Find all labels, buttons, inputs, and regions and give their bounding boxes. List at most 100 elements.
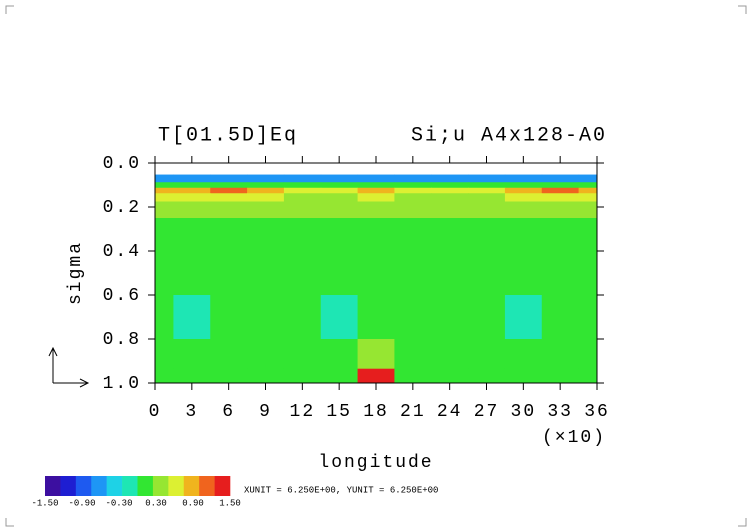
field-cell	[504, 218, 543, 252]
ref-arrow-right	[53, 378, 90, 388]
field-cell	[155, 251, 174, 296]
colorbar-box	[75, 476, 92, 496]
field-cell	[504, 182, 543, 189]
ref-arrow-up	[48, 346, 58, 383]
field-cell	[247, 174, 285, 183]
colorbar-box	[199, 476, 215, 496]
field-cell	[210, 201, 248, 219]
field-cell	[247, 182, 285, 189]
field-cell	[247, 201, 285, 219]
y-tick-label: 0.0	[103, 154, 141, 174]
x-tick-label: 0	[149, 402, 162, 422]
field-cell	[283, 201, 322, 219]
field-cell	[283, 174, 322, 183]
field-cell	[504, 201, 543, 219]
field-cell	[394, 182, 432, 189]
colorbar-tick-label: -1.50	[31, 498, 58, 508]
field-cell	[173, 193, 211, 202]
field-cell	[541, 295, 580, 340]
field-cell	[155, 193, 174, 202]
field-cell	[394, 193, 432, 202]
title-left: T[01.5D]Eq	[158, 124, 298, 147]
axes: 0 3 6 9 12 15 18 21 24 27 30 33 360.00.20.40.60.81.0	[103, 154, 608, 422]
field-cell	[283, 182, 322, 189]
field-cell	[504, 193, 543, 202]
field-cell	[155, 295, 174, 340]
field-cell	[357, 182, 395, 189]
x-tick-label: 6	[222, 402, 235, 422]
field	[155, 174, 598, 384]
field-cell	[173, 187, 211, 194]
field-cell	[320, 187, 359, 194]
field-cell	[320, 174, 359, 183]
field-cell	[394, 174, 432, 183]
field-cell	[504, 251, 543, 296]
colorbar-tick-label: 1.50	[219, 498, 241, 508]
field-cell	[431, 339, 469, 370]
field-cell	[247, 193, 285, 202]
field-cell	[173, 295, 211, 340]
field-cell	[431, 201, 469, 219]
field-cell	[283, 368, 322, 384]
field-cell	[283, 295, 322, 340]
field-cell	[468, 218, 506, 252]
colorbar-box	[152, 476, 169, 496]
field-cell	[541, 218, 580, 252]
field-cell	[357, 201, 395, 219]
corner	[738, 518, 747, 527]
y-tick-label: 1.0	[103, 374, 141, 394]
field-cell	[504, 295, 543, 340]
colorbar-tick-label: -0.90	[68, 498, 95, 508]
field-cell	[173, 174, 211, 183]
field-cell	[468, 182, 506, 189]
x-axis-label: longitude	[318, 453, 433, 473]
field-cell	[283, 193, 322, 202]
colorbar-box	[168, 476, 185, 496]
field-cell	[210, 218, 248, 252]
field-cell	[431, 368, 469, 384]
title-right: Si;u A4x128-A0	[411, 124, 607, 147]
colorbar-tick-label: -0.30	[105, 498, 132, 508]
field-cell	[357, 251, 395, 296]
field-cell	[578, 218, 598, 252]
field-cell	[394, 251, 432, 296]
x-tick-label: 9	[259, 402, 272, 422]
corner	[5, 5, 14, 14]
y-tick-label: 0.2	[103, 198, 141, 218]
field-cell	[357, 218, 395, 252]
field-cell	[578, 174, 598, 183]
colorbar-tick-label: 0.90	[182, 498, 204, 508]
field-cell	[578, 251, 598, 296]
field-cell	[394, 295, 432, 340]
y-tick-label: 0.6	[103, 286, 141, 306]
x-tick-label: 24	[437, 402, 463, 422]
field-cell	[357, 193, 395, 202]
field-cell	[320, 339, 359, 370]
corner	[5, 518, 14, 527]
field-cell	[468, 187, 506, 194]
field-cell	[541, 201, 580, 219]
field-cell	[155, 368, 174, 384]
field-cell	[468, 368, 506, 384]
field-cell	[173, 182, 211, 189]
x-tick-label: 3	[185, 402, 198, 422]
field-cell	[504, 368, 543, 384]
field-cell	[468, 193, 506, 202]
y-tick-label: 0.4	[103, 242, 141, 262]
colorbar-box	[183, 476, 200, 496]
colorbar-box	[45, 476, 61, 496]
field-cell	[357, 368, 395, 384]
field-cell	[431, 174, 469, 183]
field-cell	[247, 187, 285, 194]
field-cell	[283, 187, 322, 194]
field-cell	[283, 218, 322, 252]
field-cell	[210, 339, 248, 370]
field-cell	[468, 295, 506, 340]
field-cell	[210, 187, 248, 194]
field-cell	[320, 295, 359, 340]
field-cell	[541, 174, 580, 183]
field-cell	[394, 368, 432, 384]
x-unit-label: (×10)	[542, 428, 606, 448]
field-cell	[357, 187, 395, 194]
